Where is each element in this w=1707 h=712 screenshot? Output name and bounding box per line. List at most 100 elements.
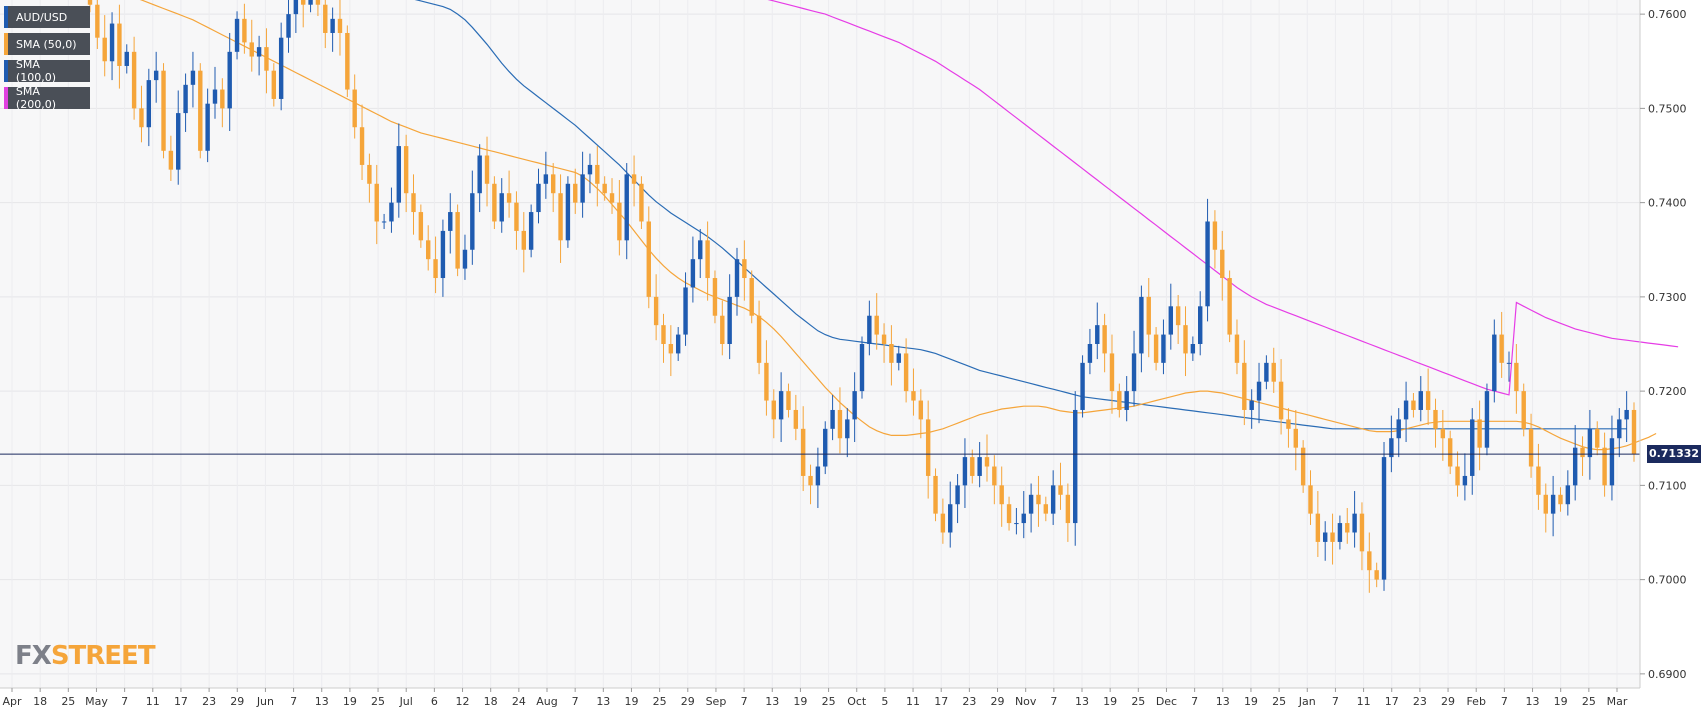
candle-body: [1315, 513, 1321, 542]
candle-body: [1050, 485, 1056, 514]
legend-label-sma200: SMA (200,0): [15, 85, 56, 111]
candle-body: [528, 212, 534, 250]
candle-body: [536, 183, 541, 213]
candle-body: [1286, 419, 1291, 429]
candle-body: [131, 51, 137, 109]
y-axis: 0.7600 0.7500 0.7400 0.7300 0.7200 0.7100 0.70…: [1639, 0, 1687, 688]
candle-body: [1440, 428, 1446, 439]
x-tick-label: 23: [1413, 695, 1427, 708]
candle-body: [1124, 391, 1129, 410]
x-tick-label: 13: [1216, 695, 1230, 708]
x-tick-label: 13: [315, 695, 329, 708]
candle-body: [1506, 362, 1512, 364]
x-tick-label: 13: [765, 695, 779, 708]
candle-body: [264, 47, 269, 71]
legend-item-sma50[interactable]: SMA (50,0): [4, 33, 90, 55]
candle-body: [1514, 362, 1519, 392]
legend-swatch-sma100: [4, 60, 8, 82]
candle-body: [1572, 447, 1578, 486]
y-tick-label: 0.7200: [1648, 385, 1687, 398]
x-tick-label: 7: [741, 695, 748, 708]
x-tick-label: Nov: [1015, 695, 1037, 708]
x-tick-label: 25: [1272, 695, 1286, 708]
candle-body: [293, 0, 299, 15]
candle-body: [161, 70, 166, 151]
candle-body: [1021, 513, 1026, 524]
candle-body: [1014, 523, 1019, 525]
candle-body: [1006, 504, 1012, 524]
legend-item-sma200[interactable]: SMA (200,0): [4, 85, 90, 111]
y-tick-label: 0.7600: [1648, 8, 1687, 21]
candle-body: [683, 287, 688, 335]
candle-body: [1293, 428, 1298, 448]
candle-body: [1028, 494, 1034, 514]
x-tick-label: 12: [456, 695, 470, 708]
candle-body: [1418, 391, 1423, 410]
candle-body: [609, 193, 615, 203]
x-tick-label: 25: [653, 695, 667, 708]
candle-body: [1249, 400, 1254, 410]
x-tick-label: 19: [1244, 695, 1258, 708]
candle-body: [903, 353, 909, 392]
x-tick-label: Sep: [706, 695, 727, 708]
candle-body: [1065, 494, 1071, 524]
candle-body: [227, 51, 232, 109]
candle-body: [1521, 391, 1526, 429]
candle-body: [220, 89, 225, 109]
candle-body: [198, 70, 203, 151]
candle-body: [1381, 457, 1387, 580]
candle-body: [117, 23, 122, 66]
candle-body: [690, 259, 696, 288]
candle-body: [845, 419, 850, 439]
candle-body: [212, 89, 218, 104]
candle-body: [1631, 409, 1637, 455]
candle-body: [1492, 334, 1497, 392]
candle-body: [367, 164, 372, 184]
x-tick-label: 25: [1582, 695, 1596, 708]
sma-lines: [139, 0, 1679, 451]
x-tick-label: 18: [484, 695, 498, 708]
candle-body: [749, 278, 754, 316]
candle-body: [337, 18, 343, 33]
candle-body: [550, 174, 556, 194]
candle-body: [896, 353, 901, 363]
candle-body: [374, 183, 379, 222]
x-tick-label: 24: [512, 695, 526, 708]
candle-body: [1558, 494, 1563, 505]
candle-body: [867, 315, 872, 344]
candle-body: [234, 18, 240, 52]
candle-body: [999, 485, 1004, 505]
candle-body: [448, 212, 453, 231]
candle-body: [1322, 532, 1328, 542]
candle-body: [874, 315, 879, 335]
candle-body: [786, 391, 791, 410]
candle-body: [1080, 362, 1085, 410]
legend: AUD/USD SMA (50,0) SMA (100,0) SMA (200,…: [4, 6, 90, 114]
candle-body: [1345, 523, 1350, 533]
candle-body: [1595, 428, 1600, 448]
candle-body: [948, 504, 953, 533]
candle-body: [1271, 362, 1276, 382]
sma-100-line: [414, 0, 1627, 430]
legend-item-audusd[interactable]: AUD/USD: [4, 6, 90, 28]
x-tick-label: 25: [1131, 695, 1145, 708]
legend-item-sma100[interactable]: SMA (100,0): [4, 58, 90, 84]
candle-body: [889, 344, 894, 363]
candle-body: [124, 51, 129, 66]
x-tick-label: 7: [1501, 695, 1508, 708]
candle-body: [668, 344, 674, 354]
x-tick-label: 29: [230, 695, 244, 708]
y-tick-label: 0.7300: [1648, 291, 1687, 304]
x-tick-label: 13: [1075, 695, 1089, 708]
x-tick-label: 29: [991, 695, 1005, 708]
x-tick-label: 13: [596, 695, 610, 708]
candle-body: [698, 240, 703, 260]
legend-label-audusd: AUD/USD: [16, 10, 68, 24]
sma-200-line: [767, 0, 1679, 396]
x-tick-label: 19: [1103, 695, 1117, 708]
x-tick-label: 23: [202, 695, 216, 708]
candle-body: [778, 391, 784, 420]
candle-body: [1131, 353, 1137, 392]
candle-body: [742, 259, 747, 279]
legend-label-sma50: SMA (50,0): [16, 37, 77, 51]
